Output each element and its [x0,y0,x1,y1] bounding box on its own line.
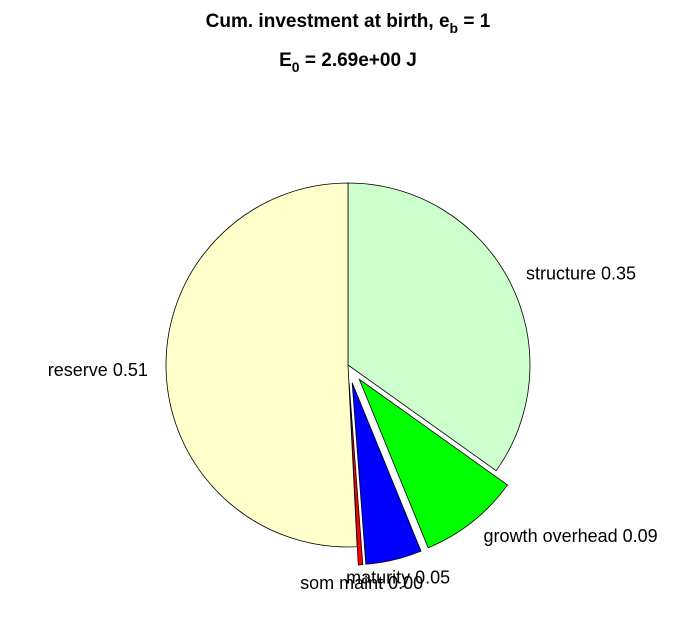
slice-name: som maint [300,573,383,593]
slice-value: 0.35 [601,263,636,283]
slice-name: reserve [48,360,108,380]
slice-label: maturity 0.05 [346,568,450,588]
pie-slice [348,383,364,566]
title-part: = 1 [458,11,491,32]
subtitle-part: E [279,50,292,71]
slice-value: 0.09 [623,526,658,546]
pie-slice [347,182,531,472]
slice-label: growth overhead 0.09 [484,526,658,546]
pie-slice [358,378,509,549]
title-part: Cum. investment at birth, e [206,11,450,32]
pie-slice [351,382,422,565]
slice-name: structure [526,263,596,283]
slice-value: 0.51 [113,360,148,380]
chart-title: Cum. investment at birth, eb = 1 [206,11,491,36]
subtitle-sub: 0 [292,59,300,75]
slice-label: structure 0.35 [526,263,636,283]
slice-value: 0.05 [415,568,450,588]
title-sub: b [450,20,459,36]
slice-label: reserve 0.51 [48,360,148,380]
slice-label: som maint 0.00 [300,573,423,593]
pie-slice [165,182,358,548]
slice-name: maturity [346,568,410,588]
subtitle-part: = 2.69e+00 J [300,50,417,71]
slice-name: growth overhead [484,526,618,546]
slice-value: 0.00 [388,573,423,593]
chart-subtitle: E0 = 2.69e+00 J [279,50,417,75]
